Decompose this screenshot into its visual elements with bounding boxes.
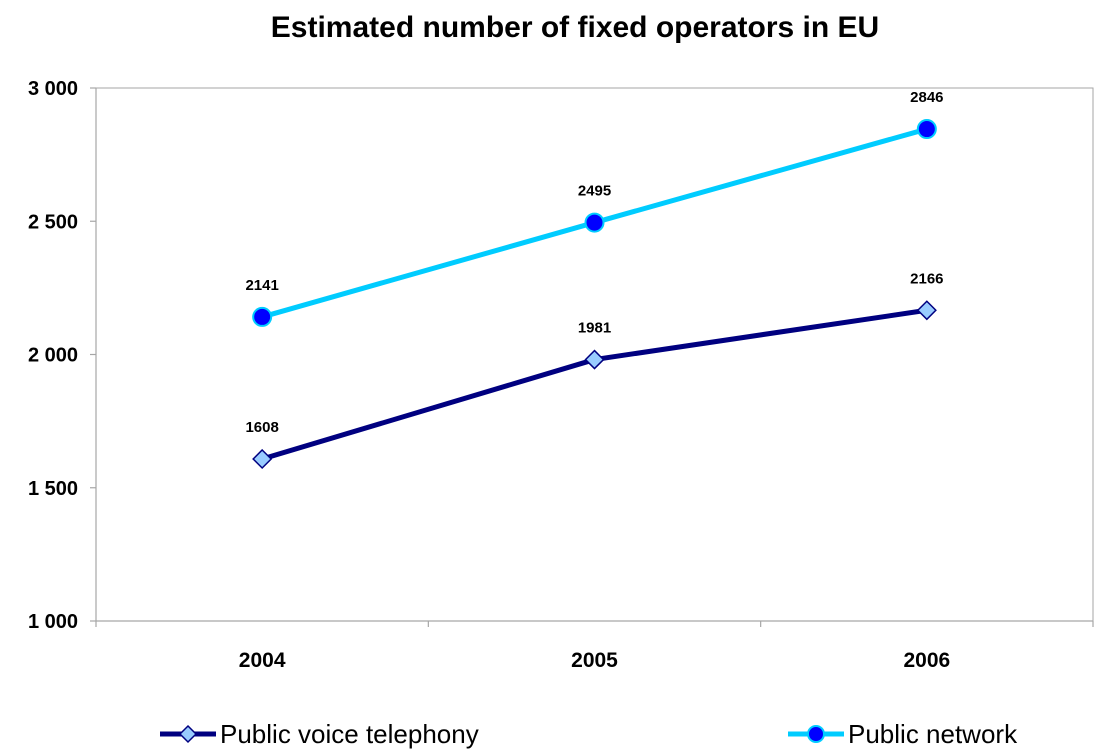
legend-label: Public network [848,719,1018,749]
y-tick-label: 1 500 [28,478,78,500]
legend-item: Public voice telephony [160,719,479,749]
y-tick-label: 1 000 [28,611,78,633]
data-point [584,212,605,233]
series-layer: 1608 1981 2166 2141 2495 2846 [245,89,944,470]
data-point [807,725,825,743]
x-axis-ticks: 2004 2005 2006 [95,621,1094,672]
data-point [916,119,937,140]
data-label: 2141 [245,277,278,294]
data-point [252,306,273,327]
data-label: 1981 [578,320,611,337]
data-label: 2166 [910,270,943,287]
data-label: 2495 [578,183,611,200]
x-tick-label: 2006 [903,649,950,672]
data-label: 2846 [910,89,943,106]
y-tick-label: 3 000 [28,78,78,100]
y-tick-label: 2 500 [28,211,78,233]
y-axis-ticks: 1 000 1 500 2 000 2 500 3 000 [28,78,96,633]
legend-label: Public voice telephony [220,719,479,749]
data-point [916,300,937,321]
series-public-network: 2141 2495 2846 [245,89,944,327]
x-tick-label: 2004 [239,649,286,672]
chart-title: Estimated number of fixed operators in E… [271,11,879,44]
legend-item: Public network [788,719,1018,749]
series-public-voice-telephony: 1608 1981 2166 [245,270,944,470]
data-label: 1608 [245,419,278,436]
y-tick-label: 2 000 [28,345,78,367]
data-point [252,448,273,470]
data-point [178,724,198,744]
legend: Public voice telephony Public network [160,719,1018,749]
x-tick-label: 2005 [571,649,618,672]
data-point [584,349,605,370]
